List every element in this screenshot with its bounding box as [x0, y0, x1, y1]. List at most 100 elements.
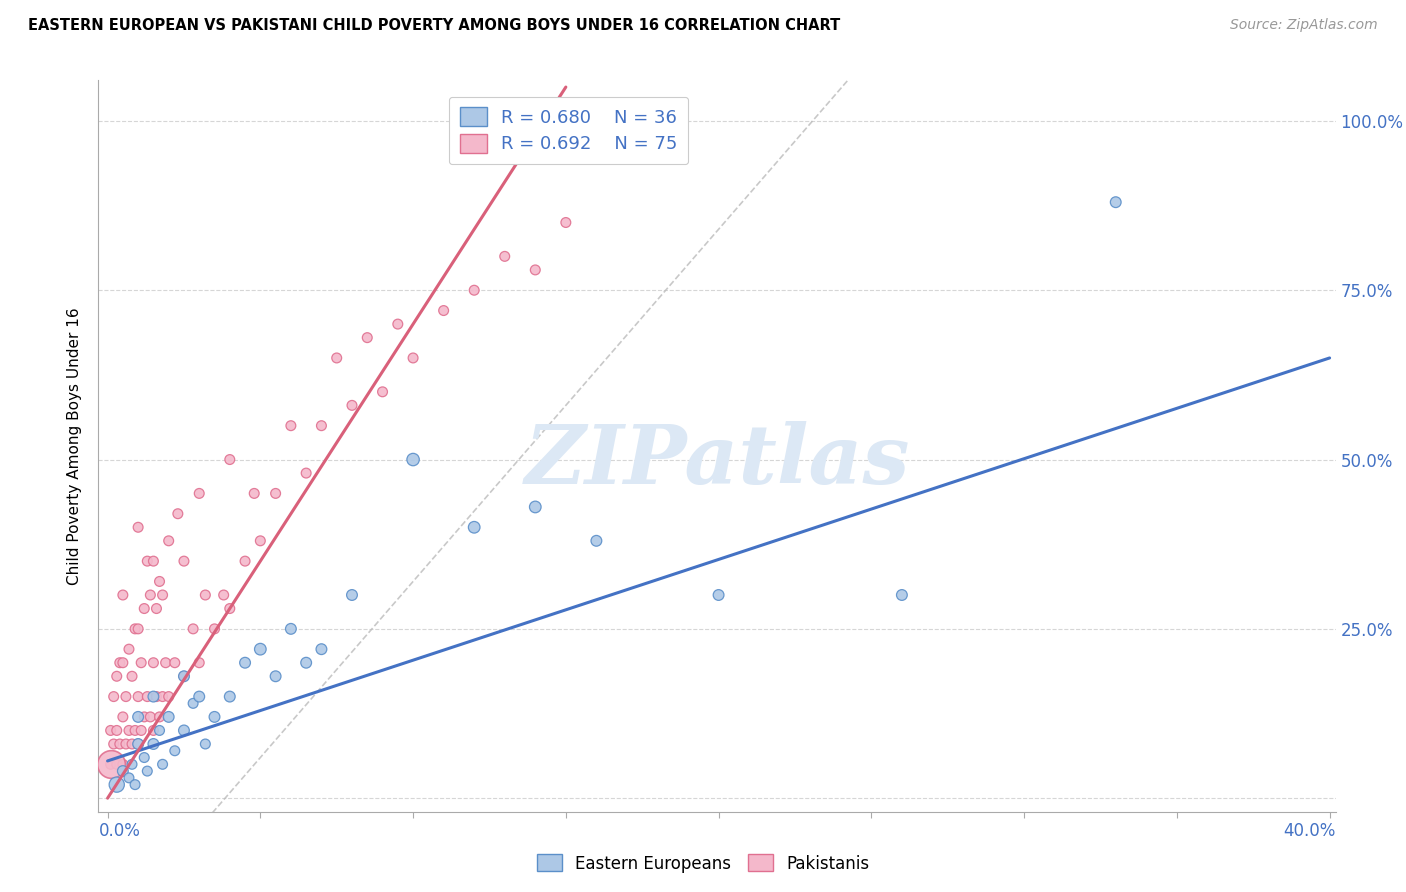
Point	[340, 398, 363, 412]
Point	[142, 723, 165, 738]
Point	[463, 520, 485, 534]
Point	[157, 690, 180, 704]
Point	[585, 533, 607, 548]
Point	[115, 690, 138, 704]
Point	[108, 737, 131, 751]
Point	[264, 486, 287, 500]
Point	[121, 669, 143, 683]
Point	[105, 669, 128, 683]
Point	[280, 418, 302, 433]
Point	[163, 656, 186, 670]
Point	[155, 656, 177, 670]
Point	[181, 622, 204, 636]
Point	[111, 656, 134, 670]
Point	[105, 723, 128, 738]
Point	[173, 669, 195, 683]
Point	[139, 588, 162, 602]
Point	[157, 533, 180, 548]
Point	[145, 601, 167, 615]
Point	[124, 723, 146, 738]
Text: Source: ZipAtlas.com: Source: ZipAtlas.com	[1230, 18, 1378, 32]
Point	[111, 710, 134, 724]
Point	[554, 215, 576, 229]
Point	[148, 710, 170, 724]
Point	[127, 690, 149, 704]
Point	[212, 588, 235, 602]
Point	[1105, 195, 1128, 210]
Point	[356, 331, 378, 345]
Y-axis label: Child Poverty Among Boys Under 16: Child Poverty Among Boys Under 16	[67, 307, 83, 585]
Point	[121, 737, 143, 751]
Point	[121, 757, 143, 772]
Point	[142, 554, 165, 568]
Point	[181, 697, 204, 711]
Text: 0.0%: 0.0%	[98, 822, 141, 840]
Point	[402, 452, 425, 467]
Point	[134, 601, 156, 615]
Point	[103, 690, 125, 704]
Point	[152, 690, 174, 704]
Legend: R = 0.680    N = 36, R = 0.692    N = 75: R = 0.680 N = 36, R = 0.692 N = 75	[449, 96, 689, 164]
Point	[188, 656, 211, 670]
Point	[108, 656, 131, 670]
Point	[139, 710, 162, 724]
Point	[100, 723, 122, 738]
Text: EASTERN EUROPEAN VS PAKISTANI CHILD POVERTY AMONG BOYS UNDER 16 CORRELATION CHAR: EASTERN EUROPEAN VS PAKISTANI CHILD POVE…	[28, 18, 841, 33]
Point	[105, 757, 128, 772]
Point	[152, 588, 174, 602]
Point	[194, 588, 217, 602]
Point	[249, 533, 271, 548]
Point	[311, 418, 333, 433]
Point	[100, 757, 122, 772]
Point	[233, 656, 256, 670]
Point	[157, 710, 180, 724]
Point	[188, 486, 211, 500]
Point	[127, 520, 149, 534]
Point	[136, 764, 159, 778]
Legend: Eastern Europeans, Pakistanis: Eastern Europeans, Pakistanis	[530, 847, 876, 880]
Point	[111, 764, 134, 778]
Point	[127, 737, 149, 751]
Point	[494, 249, 516, 263]
Point	[124, 622, 146, 636]
Point	[115, 737, 138, 751]
Point	[129, 723, 152, 738]
Point	[707, 588, 730, 602]
Point	[127, 622, 149, 636]
Point	[433, 303, 456, 318]
Point	[163, 744, 186, 758]
Point	[118, 642, 141, 657]
Point	[100, 757, 122, 772]
Text: ZIPatlas: ZIPatlas	[524, 421, 910, 500]
Point	[111, 588, 134, 602]
Point	[134, 710, 156, 724]
Point	[233, 554, 256, 568]
Point	[145, 690, 167, 704]
Point	[142, 690, 165, 704]
Point	[194, 737, 217, 751]
Point	[148, 723, 170, 738]
Point	[152, 757, 174, 772]
Point	[105, 778, 128, 792]
Point	[243, 486, 266, 500]
Point	[280, 622, 302, 636]
Point	[218, 452, 240, 467]
Point	[142, 737, 165, 751]
Point	[118, 723, 141, 738]
Point	[295, 466, 318, 480]
Point	[127, 737, 149, 751]
Point	[402, 351, 425, 365]
Point	[387, 317, 409, 331]
Point	[204, 710, 226, 724]
Point	[173, 669, 195, 683]
Point	[340, 588, 363, 602]
Point	[218, 601, 240, 615]
Point	[524, 263, 547, 277]
Point	[325, 351, 347, 365]
Point	[249, 642, 271, 657]
Point	[463, 283, 485, 297]
Point	[136, 554, 159, 568]
Point	[124, 778, 146, 792]
Point	[134, 750, 156, 764]
Point	[103, 737, 125, 751]
